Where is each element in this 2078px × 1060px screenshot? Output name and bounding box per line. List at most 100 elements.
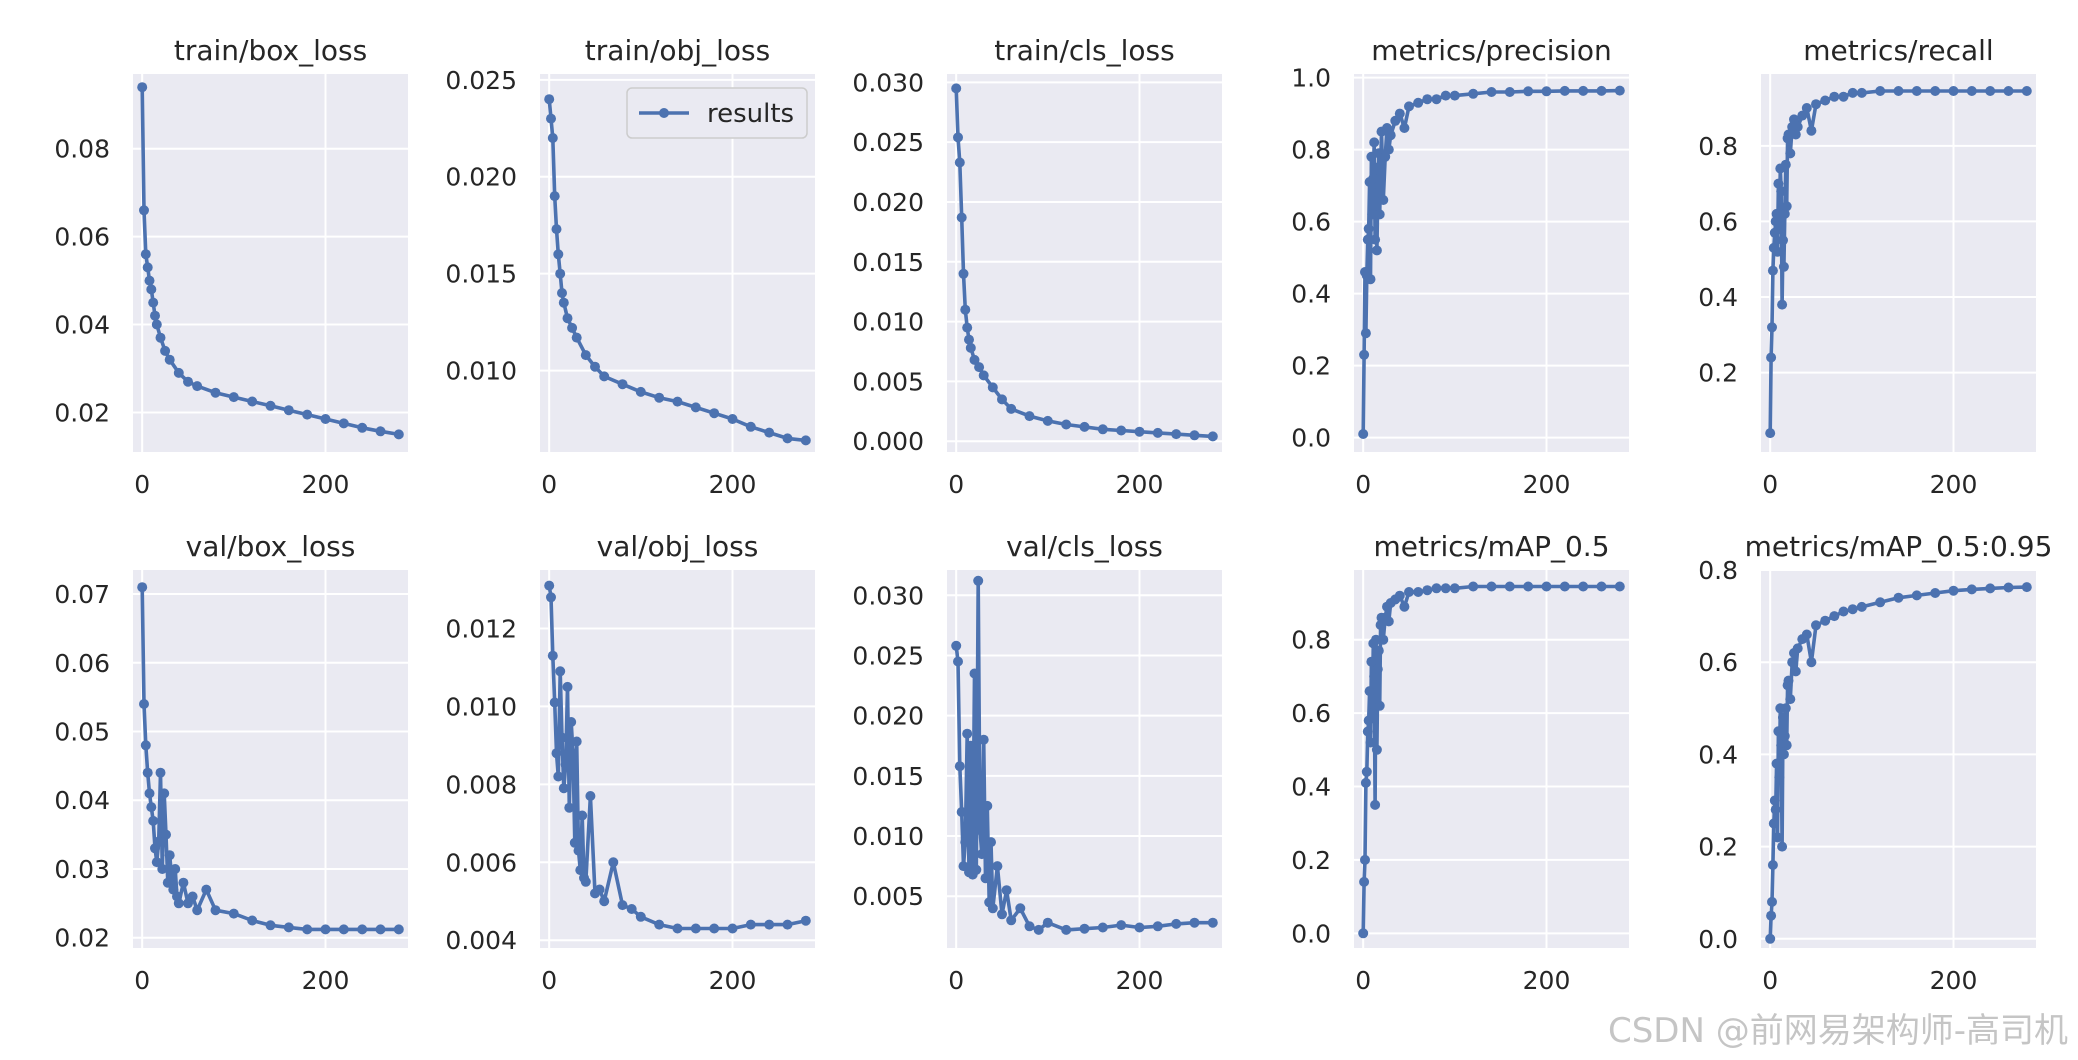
- y-tick-label: 0.010: [852, 308, 924, 337]
- data-point: [585, 791, 596, 801]
- data-point: [151, 857, 162, 868]
- data-point: [1783, 129, 1794, 140]
- data-point: [1375, 620, 1386, 630]
- data-point: [1829, 611, 1840, 622]
- watermark-text: CSDN @前网易架构师-高司机: [1607, 1011, 2068, 1051]
- data-point: [974, 362, 985, 373]
- data-point: [557, 288, 567, 298]
- x-tick-label: 0: [541, 966, 557, 995]
- data-point: [1486, 87, 1497, 97]
- data-point: [965, 740, 976, 751]
- plot-area: [133, 570, 408, 948]
- data-point: [971, 864, 982, 875]
- data-point: [1399, 123, 1410, 133]
- data-point: [140, 249, 151, 260]
- data-point: [544, 94, 555, 105]
- y-tick-label: 0.012: [445, 614, 517, 643]
- data-point: [201, 884, 212, 895]
- data-point: [1774, 772, 1785, 783]
- data-point: [137, 82, 148, 93]
- data-point: [1370, 234, 1381, 245]
- data-point: [1785, 694, 1796, 705]
- x-tick-label: 200: [1523, 966, 1571, 995]
- data-point: [1468, 581, 1479, 592]
- data-point: [1363, 223, 1374, 234]
- data-point: [635, 386, 646, 397]
- data-point: [210, 905, 221, 916]
- data-point: [1930, 588, 1941, 598]
- data-point: [690, 923, 701, 934]
- y-tick-label: 0.030: [852, 68, 924, 97]
- data-point: [553, 771, 564, 782]
- plot-area: [133, 74, 408, 452]
- data-point: [1523, 581, 1534, 592]
- data-point: [1361, 766, 1372, 777]
- data-point: [690, 402, 701, 413]
- data-point: [580, 350, 591, 361]
- data-point: [1207, 431, 1218, 442]
- subplot-val-cls-loss: 0 200 0.005 0.010 0.015 0.020 0.025 0.030 val/cl…: [852, 530, 1222, 995]
- data-point: [1374, 209, 1385, 220]
- y-tick-label: 0.015: [852, 762, 924, 791]
- data-point: [170, 864, 181, 874]
- legend-label: results: [707, 99, 794, 129]
- y-tick-label: 0.6: [1291, 208, 1331, 237]
- data-point: [1777, 299, 1788, 310]
- subplot-metrics-recall: 0 200 0.2 0.4 0.6 0.8 metrics/recall: [1698, 34, 2036, 499]
- data-point: [590, 361, 600, 372]
- data-point: [178, 877, 189, 888]
- data-point: [1777, 841, 1788, 852]
- data-point: [1369, 137, 1380, 148]
- data-point: [1801, 629, 1812, 640]
- data-point: [573, 845, 584, 856]
- data-point: [1806, 125, 1817, 136]
- x-tick-label: 200: [1930, 966, 1978, 995]
- data-point: [997, 394, 1007, 405]
- data-point: [183, 376, 193, 387]
- data-point: [173, 367, 184, 378]
- data-point: [1383, 144, 1394, 155]
- data-point: [1856, 87, 1867, 98]
- data-point: [1766, 910, 1777, 921]
- subplot-metrics-map-0-5: 0 200 0.0 0.2 0.4 0.6 0.8 metrics/mAP_0.5: [1291, 530, 1629, 995]
- data-point: [764, 919, 775, 930]
- y-tick-label: 0.020: [445, 163, 517, 192]
- data-point: [1838, 606, 1849, 617]
- data-point: [1769, 795, 1780, 806]
- subplot-title: train/obj_loss: [585, 34, 770, 67]
- data-point: [210, 387, 221, 398]
- data-point: [375, 426, 386, 437]
- data-point: [1596, 581, 1607, 592]
- data-point: [546, 592, 556, 603]
- data-point: [1006, 403, 1017, 414]
- x-tick-label: 200: [302, 470, 350, 499]
- data-point: [987, 903, 998, 914]
- subplot-title: metrics/mAP_0.5:0.95: [1745, 530, 2053, 563]
- data-point: [555, 268, 566, 279]
- data-point: [338, 418, 349, 429]
- data-point: [1773, 178, 1784, 189]
- data-point: [187, 891, 198, 902]
- data-point: [575, 865, 586, 876]
- data-point: [1394, 590, 1405, 601]
- data-point: [1371, 744, 1382, 755]
- data-point: [800, 435, 811, 446]
- y-tick-label: 0.4: [1291, 773, 1331, 802]
- data-point: [544, 580, 555, 591]
- y-tick-label: 0.025: [852, 128, 924, 157]
- y-tick-label: 0.03: [54, 855, 110, 884]
- data-point: [1781, 201, 1792, 212]
- data-point: [1116, 920, 1127, 931]
- data-point: [986, 837, 996, 848]
- data-point: [1614, 581, 1625, 592]
- data-point: [566, 717, 577, 727]
- y-tick-label: 0.020: [852, 188, 924, 217]
- data-point: [139, 699, 149, 709]
- x-tick-label: 0: [541, 470, 557, 499]
- data-point: [164, 850, 175, 861]
- data-point: [1413, 97, 1424, 108]
- data-point: [1373, 645, 1384, 656]
- data-point: [150, 310, 160, 321]
- data-point: [1390, 115, 1401, 126]
